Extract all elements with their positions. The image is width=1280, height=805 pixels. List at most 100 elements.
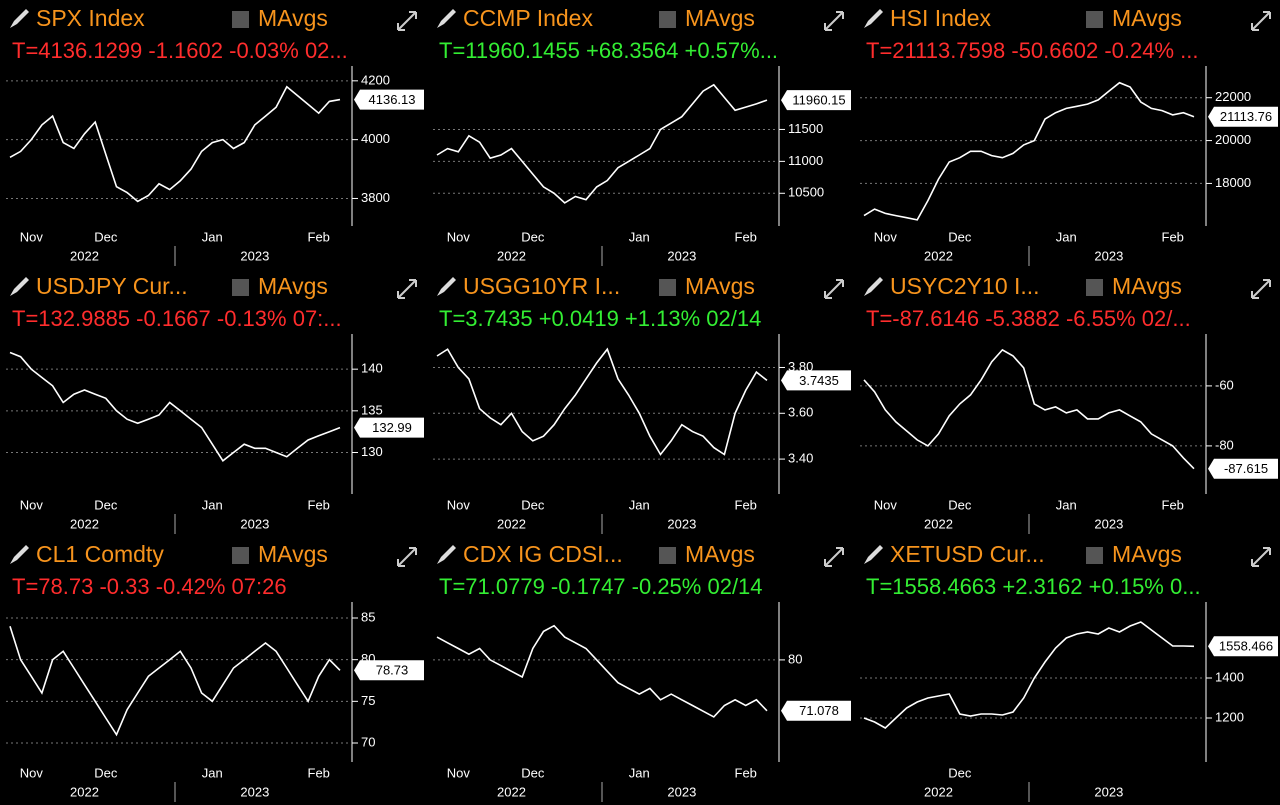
last-value-label: 3.7435 <box>799 373 839 388</box>
y-tick-label: 140 <box>361 361 383 376</box>
y-tick-label: -60 <box>1215 377 1234 392</box>
legend-swatch <box>232 547 249 564</box>
y-tick-label: 3.60 <box>788 405 813 420</box>
last-value-box <box>781 370 851 391</box>
legend-label: MAvgs <box>685 5 755 31</box>
x-tick-label: Nov <box>874 229 898 244</box>
x-tick-label: Dec <box>948 497 972 512</box>
y-tick-label: 4200 <box>361 72 390 87</box>
x-tick-label: Nov <box>447 497 471 512</box>
legend-swatch <box>659 547 676 564</box>
pencil-icon <box>10 9 29 28</box>
pencil-icon <box>437 545 456 564</box>
legend-label: MAvgs <box>685 541 755 567</box>
x-tick-label: Jan <box>629 765 650 780</box>
legend-swatch <box>1086 11 1103 28</box>
y-tick-label: 80 <box>788 651 802 666</box>
ticker-line: T=-87.6146 -5.3882 -6.55% 02/... <box>866 306 1191 331</box>
y-tick-label: 22000 <box>1215 89 1251 104</box>
pencil-icon <box>864 545 883 564</box>
price-line <box>863 81 1195 221</box>
y-tick-label: 11500 <box>788 121 823 136</box>
year-label: 2022 <box>497 248 526 263</box>
chart-panel: CDX IG CDSI... MAvgs T=71.0779 -0.1747 -0.… <box>433 541 851 802</box>
y-tick-label: 70 <box>361 734 375 749</box>
x-tick-label: Nov <box>20 229 44 244</box>
year-label: 2023 <box>667 516 696 531</box>
expand-icon <box>397 547 417 567</box>
last-value-label: 1558.466 <box>1219 639 1273 654</box>
year-label: 2022 <box>924 248 953 263</box>
chart-title: USGG10YR I... <box>463 273 620 299</box>
chart-title: XETUSD Cur... <box>890 541 1045 567</box>
x-tick-label: Nov <box>20 765 44 780</box>
chart-panel: SPX Index MAvgs T=4136.1299 -1.1602 -0.03%… <box>6 5 424 266</box>
y-tick-label: 135 <box>361 402 383 417</box>
last-value-label: 71.078 <box>799 703 839 718</box>
chart-title: CL1 Comdty <box>36 541 164 567</box>
expand-icon <box>824 11 844 31</box>
y-tick-label: 3.80 <box>788 359 813 374</box>
chart-panel: HSI Index MAvgs T=21113.7598 -50.6602 -0.2… <box>860 5 1278 266</box>
x-tick-label: Nov <box>874 497 898 512</box>
x-tick-label: Feb <box>308 497 330 512</box>
x-tick-label: Dec <box>94 765 118 780</box>
y-tick-label: 4000 <box>361 131 390 146</box>
x-tick-label: Feb <box>308 765 330 780</box>
last-value-label: 78.73 <box>376 663 409 678</box>
x-tick-label: Dec <box>948 229 972 244</box>
pencil-icon <box>10 277 29 296</box>
last-value-label: 132.99 <box>372 420 412 435</box>
chart-title: CCMP Index <box>463 5 593 31</box>
last-value-box <box>354 89 424 110</box>
chart-panel: XETUSD Cur... MAvgs T=1558.4663 +2.3162 +0… <box>860 541 1278 802</box>
last-value-box <box>1208 636 1278 657</box>
y-tick-label: 18000 <box>1215 175 1251 190</box>
last-value-box <box>1208 458 1278 479</box>
x-tick-label: Jan <box>1056 229 1077 244</box>
legend-label: MAvgs <box>1112 5 1182 31</box>
chart-panel: USDJPY Cur... MAvgs T=132.9885 -0.1667 -0.… <box>6 273 424 534</box>
legend-swatch <box>1086 279 1103 296</box>
legend-label: MAvgs <box>1112 273 1182 299</box>
pencil-icon <box>437 277 456 296</box>
x-tick-label: Feb <box>308 229 330 244</box>
expand-icon <box>824 279 844 299</box>
legend-swatch <box>232 279 249 296</box>
y-tick-label: 20000 <box>1215 132 1251 147</box>
year-label: 2023 <box>240 516 269 531</box>
legend-swatch <box>659 279 676 296</box>
pencil-icon <box>864 9 883 28</box>
chart-panel: USYC2Y10 I... MAvgs T=-87.6146 -5.3882 -6.… <box>860 273 1278 534</box>
chart-title: SPX Index <box>36 5 145 31</box>
last-value-box <box>354 417 424 438</box>
year-label: 2022 <box>70 516 99 531</box>
legend-swatch <box>659 11 676 28</box>
x-tick-label: Dec <box>521 765 545 780</box>
x-tick-label: Jan <box>202 765 223 780</box>
expand-icon <box>1251 11 1271 31</box>
expand-icon <box>824 547 844 567</box>
legend-label: MAvgs <box>258 541 328 567</box>
x-tick-label: Dec <box>94 229 118 244</box>
x-tick-label: Feb <box>1162 497 1184 512</box>
x-tick-label: Dec <box>948 765 972 780</box>
x-tick-label: Feb <box>735 229 757 244</box>
last-value-box <box>1208 106 1278 127</box>
x-tick-label: Jan <box>629 497 650 512</box>
x-tick-label: Jan <box>202 497 223 512</box>
legend-label: MAvgs <box>258 5 328 31</box>
legend-label: MAvgs <box>1112 541 1182 567</box>
legend-swatch <box>1086 547 1103 564</box>
price-line <box>9 351 341 462</box>
ticker-line: T=3.7435 +0.0419 +1.13% 02/14 <box>439 306 761 331</box>
year-label: 2022 <box>70 784 99 799</box>
x-tick-label: Nov <box>447 765 471 780</box>
last-value-label: 11960.15 <box>792 93 845 108</box>
pencil-icon <box>10 545 29 564</box>
y-tick-label: -80 <box>1215 437 1234 452</box>
price-line <box>9 85 341 203</box>
year-label: 2022 <box>924 784 953 799</box>
x-tick-label: Feb <box>735 497 757 512</box>
